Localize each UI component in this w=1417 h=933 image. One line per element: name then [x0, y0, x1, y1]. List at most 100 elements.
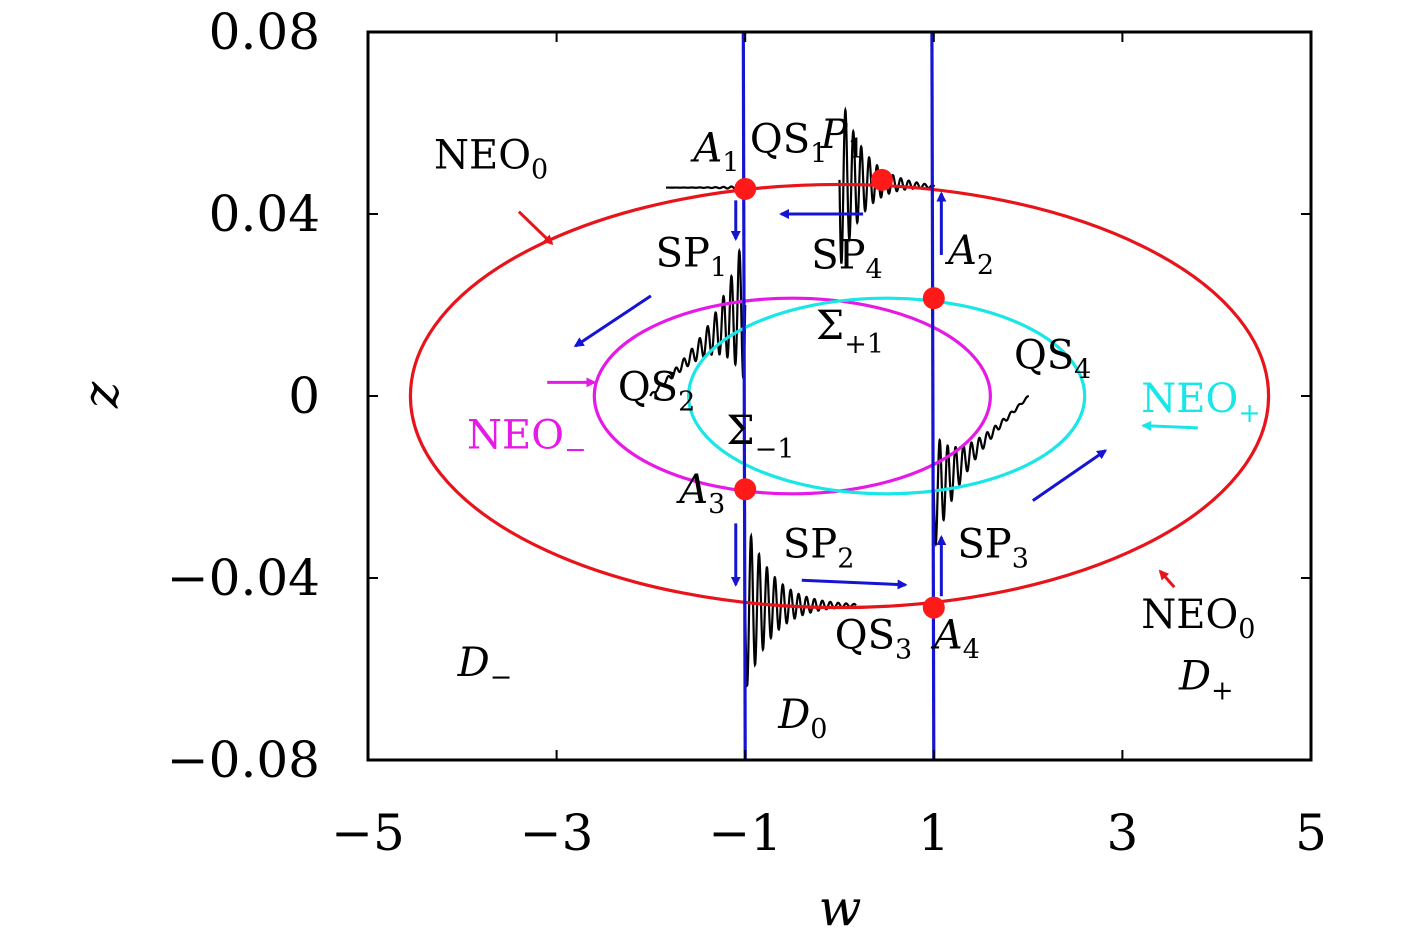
- annotation-main: QS: [750, 117, 810, 163]
- annotation-subscript: +: [1238, 398, 1261, 429]
- oscillation-trajectory-3: [932, 394, 1030, 547]
- annotation-main: D: [1178, 653, 1211, 699]
- x-tick-label: −3: [520, 804, 594, 862]
- annotation-main: Σ: [726, 408, 754, 454]
- annotation-label: NEO−: [467, 412, 587, 465]
- annotation-main: NEO: [1141, 376, 1238, 422]
- annotation-label: QS2: [618, 365, 695, 418]
- annotation-main: NEO: [1141, 592, 1238, 638]
- annotation-subscript: 1: [722, 148, 739, 179]
- annotation-subscript: −1: [755, 434, 795, 465]
- points-layer: [734, 168, 945, 619]
- annotation-main: NEO: [434, 133, 531, 179]
- ellipse-neo: [687, 296, 1087, 496]
- direction-arrow-10: [517, 210, 554, 245]
- point-p1: [870, 168, 893, 191]
- direction-arrow-3: [573, 294, 652, 348]
- point-a1: [734, 177, 757, 200]
- annotation-subscript: 0: [810, 714, 827, 745]
- annotation-subscript: 1: [810, 139, 827, 170]
- x-tick-label: 1: [918, 804, 950, 862]
- x-tick-label: −5: [331, 804, 405, 862]
- annotation-label: A3: [675, 467, 725, 520]
- annotation-label: QS1: [750, 117, 827, 170]
- ellipse-neo0: [408, 182, 1271, 610]
- annotation-label: QS3: [835, 613, 912, 666]
- annotation-label: SP2: [783, 522, 855, 575]
- curves-layer: [408, 31, 1271, 761]
- direction-arrow-5: [801, 578, 908, 590]
- annotation-main: SP: [783, 522, 837, 568]
- annotation-main: SP: [957, 522, 1011, 568]
- annotation-main: A: [930, 613, 963, 659]
- y-tick-label: 0: [288, 367, 320, 425]
- annotation-label: Σ−1: [726, 408, 794, 465]
- annotation-label: A2: [944, 228, 994, 281]
- point-a3: [734, 478, 757, 501]
- annotation-main: A: [689, 126, 722, 172]
- trajectory-layer: [649, 106, 1030, 688]
- annotation-label: NEO0: [1141, 592, 1255, 645]
- annotation-main: QS: [1014, 333, 1074, 379]
- oscillation-trajectory-2: [649, 247, 747, 397]
- annotation-subscript: 1: [710, 252, 727, 283]
- annotation-label: NEO+: [1141, 376, 1261, 429]
- point-a2: [922, 287, 945, 310]
- annotation-subscript: 2: [678, 387, 695, 418]
- annotation-main: A: [675, 467, 708, 513]
- x-tick-label: 5: [1295, 804, 1327, 862]
- arrows-layer: [517, 191, 1198, 597]
- annotation-label: Σ+1: [816, 303, 884, 360]
- annotation-label: D+: [1178, 653, 1234, 706]
- y-axis-label: z: [72, 381, 130, 409]
- annotation-label: SP4: [811, 233, 883, 286]
- annotation-main: P: [820, 112, 849, 158]
- ellipse-neo: [592, 296, 992, 496]
- annotation-main: SP: [656, 230, 710, 276]
- annotation-label: SP3: [957, 522, 1029, 575]
- annotation-subscript: 2: [837, 544, 854, 575]
- annotation-subscript: 4: [963, 635, 980, 666]
- x-tick-label: −1: [708, 804, 782, 862]
- annotation-label: D−: [457, 640, 513, 693]
- switching-line-1: [930, 31, 936, 761]
- annotation-subscript: −: [564, 434, 587, 465]
- annotation-main: D: [457, 640, 490, 686]
- annotation-main: A: [944, 228, 977, 274]
- annotation-subscript: 3: [895, 635, 912, 666]
- annotation-main: D: [777, 692, 810, 738]
- point-a4: [922, 596, 945, 619]
- y-tick-label: 0.08: [209, 3, 320, 61]
- annotation-main: SP: [811, 233, 865, 279]
- x-tick-label: 3: [1106, 804, 1138, 862]
- annotation-label: QS4: [1014, 333, 1091, 386]
- annotation-label: P1: [820, 112, 865, 165]
- annotation-label: NEO0: [434, 133, 548, 186]
- oscillation-trajectory-0: [666, 184, 747, 191]
- y-tick-label: −0.04: [167, 549, 320, 607]
- annotation-subscript: 2: [977, 250, 994, 281]
- annotation-subscript: −: [490, 662, 513, 693]
- annotation-subscript: +1: [844, 329, 884, 360]
- annotation-subscript: 1: [848, 134, 865, 165]
- x-axis-label: w: [819, 879, 862, 933]
- annotation-label: A4: [930, 613, 980, 666]
- annotation-main: NEO: [467, 412, 564, 458]
- annotation-label: A1: [689, 126, 739, 179]
- axes-layer: −5 −3 −1 1 3 50.080.040−0.04−0.08: [167, 3, 1327, 862]
- y-tick-label: 0.04: [209, 185, 320, 243]
- switching-line-0: [741, 31, 747, 761]
- annotation-subscript: 4: [1074, 355, 1091, 386]
- direction-arrow-7: [1031, 449, 1108, 502]
- y-tick-label: −0.08: [167, 731, 320, 789]
- annotation-main: Σ: [816, 303, 844, 349]
- annotation-label: D0: [777, 692, 827, 745]
- annotation-subscript: 0: [531, 155, 548, 186]
- annotation-subscript: 3: [1012, 544, 1029, 575]
- annotation-subscript: +: [1211, 675, 1234, 706]
- annotation-subscript: 4: [866, 255, 883, 286]
- annotation-subscript: 3: [708, 489, 725, 520]
- direction-arrow-9: [1141, 420, 1198, 431]
- annotation-main: QS: [835, 613, 895, 659]
